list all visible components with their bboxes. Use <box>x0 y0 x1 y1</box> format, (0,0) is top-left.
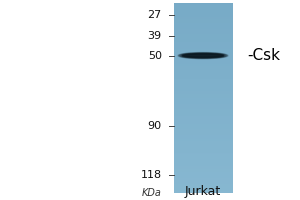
Ellipse shape <box>186 54 220 57</box>
Text: 90: 90 <box>148 121 162 131</box>
Ellipse shape <box>179 53 227 58</box>
Text: KDa: KDa <box>142 188 162 198</box>
Ellipse shape <box>183 54 223 58</box>
Text: Jurkat: Jurkat <box>185 185 221 198</box>
Text: 39: 39 <box>148 31 162 41</box>
Ellipse shape <box>181 53 225 58</box>
Ellipse shape <box>184 54 222 57</box>
Ellipse shape <box>182 53 224 58</box>
Ellipse shape <box>182 53 224 58</box>
Text: 27: 27 <box>148 10 162 20</box>
Text: -Csk: -Csk <box>247 48 280 63</box>
Ellipse shape <box>185 54 221 57</box>
Ellipse shape <box>187 54 219 57</box>
Text: 50: 50 <box>148 51 162 61</box>
Ellipse shape <box>178 53 228 59</box>
Text: 118: 118 <box>141 170 162 180</box>
Ellipse shape <box>188 55 218 57</box>
Ellipse shape <box>182 54 224 57</box>
Ellipse shape <box>180 53 226 58</box>
